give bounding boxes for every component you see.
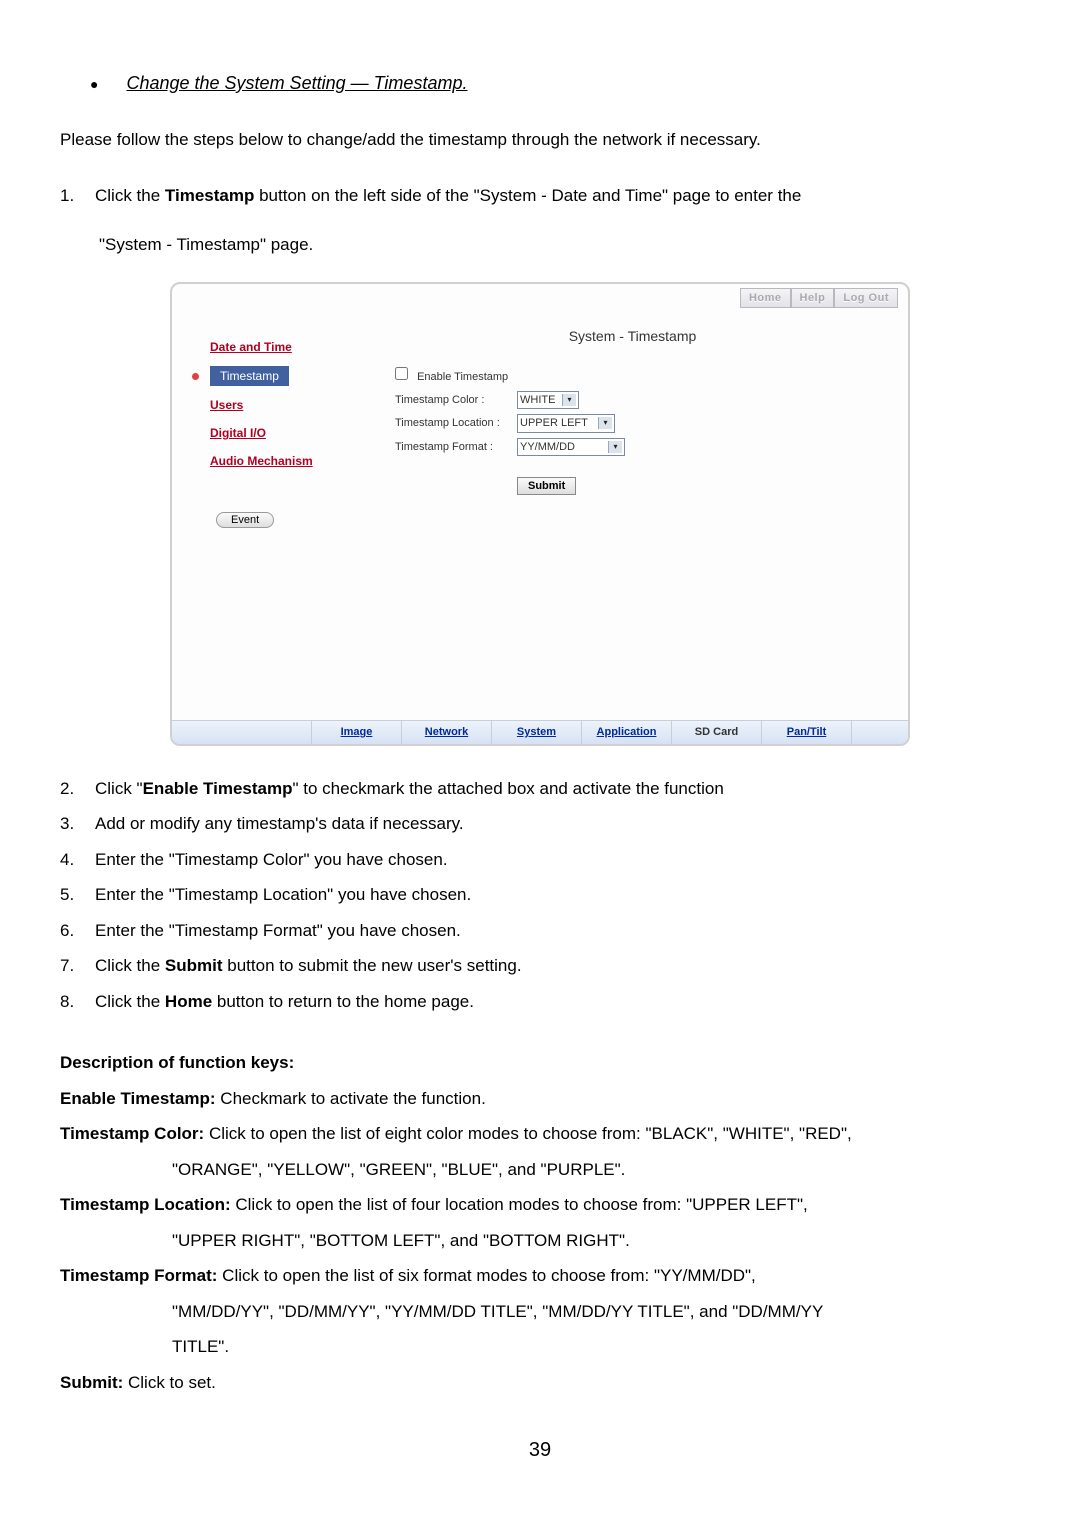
step-text: Enter the "Timestamp Color" you have cho… — [95, 847, 1020, 873]
step-text: Click the Submit button to submit the ne… — [95, 953, 1020, 979]
tab-network[interactable]: Network — [402, 721, 492, 744]
event-button[interactable]: Event — [216, 512, 274, 528]
desc-text: Checkmark to activate the function. — [216, 1089, 486, 1108]
step-text: Click the Timestamp button on the left s… — [95, 183, 1020, 209]
dropdown[interactable]: YY/MM/DD ▾ — [517, 438, 625, 457]
desc-continuation: "MM/DD/YY", "DD/MM/YY", "YY/MM/DD TITLE"… — [172, 1299, 1020, 1325]
sidebar-link-audio-mechanism[interactable]: Audio Mechanism — [210, 452, 347, 470]
desc-continuation: "ORANGE", "YELLOW", "GREEN", "BLUE", and… — [172, 1157, 1020, 1183]
topbar-log-out[interactable]: Log Out — [834, 288, 898, 309]
topbar-help[interactable]: Help — [791, 288, 835, 309]
step-item: 4.Enter the "Timestamp Color" you have c… — [60, 847, 1020, 873]
tab-sd-card: SD Card — [672, 721, 762, 744]
desc-continuation: "UPPER RIGHT", "BOTTOM LEFT", and "BOTTO… — [172, 1228, 1020, 1254]
step-number: 1. — [60, 183, 95, 209]
active-dot-icon — [192, 373, 199, 380]
chevron-down-icon: ▾ — [608, 441, 622, 453]
intro-text: Please follow the steps below to change/… — [60, 127, 1020, 153]
step-item: 5.Enter the "Timestamp Location" you hav… — [60, 882, 1020, 908]
form-row: Timestamp Format :YY/MM/DD ▾ — [377, 438, 888, 457]
steps-after: 2.Click "Enable Timestamp" to checkmark … — [60, 776, 1020, 1015]
step-item: 1.Click the Timestamp button on the left… — [60, 183, 1020, 209]
desc-row: Timestamp Format: Click to open the list… — [60, 1263, 1020, 1289]
content-heading: System - Timestamp — [377, 326, 888, 347]
desc-key: Timestamp Format: — [60, 1266, 217, 1285]
form-row: Timestamp Color :WHITE ▾ — [377, 391, 888, 410]
sidebar-active-row: Timestamp — [192, 366, 347, 386]
sidebar-link-digital-i-o[interactable]: Digital I/O — [210, 424, 347, 442]
sidebar-active[interactable]: Timestamp — [210, 366, 289, 386]
step-text: Enter the "Timestamp Format" you have ch… — [95, 918, 1020, 944]
desc-key: Timestamp Color: — [60, 1124, 204, 1143]
dropdown[interactable]: UPPER LEFT ▾ — [517, 414, 615, 433]
topbar-home[interactable]: Home — [740, 288, 791, 309]
enable-cell: Enable Timestamp — [377, 367, 517, 386]
step-number: 5. — [60, 882, 95, 908]
desc-row: Submit: Click to set. — [60, 1370, 1020, 1396]
desc-row: Timestamp Color: Click to open the list … — [60, 1121, 1020, 1147]
desc-key: Submit: — [60, 1373, 123, 1392]
step-number: 3. — [60, 811, 95, 837]
step-text: Add or modify any timestamp's data if ne… — [95, 811, 1020, 837]
desc-text: Click to open the list of four location … — [231, 1195, 808, 1214]
tab-spacer — [172, 721, 312, 744]
topbar: HomeHelpLog Out — [172, 284, 908, 311]
form-label: Timestamp Location : — [377, 415, 517, 432]
enable-label: Enable Timestamp — [417, 371, 508, 383]
desc-text: Click to open the list of eight color mo… — [204, 1124, 852, 1143]
tab-spacer — [852, 721, 908, 744]
step-number: 7. — [60, 953, 95, 979]
step-item: 7.Click the Submit button to submit the … — [60, 953, 1020, 979]
descriptions-heading: Description of function keys: — [60, 1050, 1020, 1076]
step-item: 8.Click the Home button to return to the… — [60, 989, 1020, 1015]
step-text: Enter the "Timestamp Location" you have … — [95, 882, 1020, 908]
step-text: Click "Enable Timestamp" to checkmark th… — [95, 776, 1020, 802]
dropdown-value: WHITE — [520, 392, 555, 409]
step-number: 8. — [60, 989, 95, 1015]
step-number: 4. — [60, 847, 95, 873]
form-row: Timestamp Location :UPPER LEFT ▾ — [377, 414, 888, 433]
app-main: Date and Time Timestamp Users Digital I/O… — [172, 310, 908, 720]
desc-text: Click to set. — [123, 1373, 216, 1392]
desc-continuation: TITLE". — [172, 1334, 1020, 1360]
step-text: Click the Home button to return to the h… — [95, 989, 1020, 1015]
bullet-icon: ● — [90, 74, 98, 95]
section-title: Change the System Setting — Timestamp. — [126, 70, 467, 97]
form-label: Timestamp Color : — [377, 392, 517, 409]
descriptions-list: Enable Timestamp: Checkmark to activate … — [60, 1086, 1020, 1396]
dropdown-value: UPPER LEFT — [520, 415, 588, 432]
tab-application[interactable]: Application — [582, 721, 672, 744]
page-number: 39 — [60, 1435, 1020, 1465]
app-screenshot: HomeHelpLog Out Date and Time Timestamp … — [170, 282, 910, 746]
chevron-down-icon: ▾ — [598, 417, 612, 429]
step-indent: "System - Timestamp" page. — [99, 232, 1020, 258]
step-item: 2.Click "Enable Timestamp" to checkmark … — [60, 776, 1020, 802]
dropdown-value: YY/MM/DD — [520, 439, 575, 456]
dropdown[interactable]: WHITE ▾ — [517, 391, 579, 410]
section-title-row: ● Change the System Setting — Timestamp. — [90, 70, 1020, 97]
desc-row: Timestamp Location: Click to open the li… — [60, 1192, 1020, 1218]
step-number: 6. — [60, 918, 95, 944]
desc-text: Click to open the list of six format mod… — [217, 1266, 755, 1285]
sidebar-link-date-and-time[interactable]: Date and Time — [210, 338, 347, 356]
form-label: Timestamp Format : — [377, 439, 517, 456]
step-number: 2. — [60, 776, 95, 802]
enable-checkbox[interactable] — [395, 367, 408, 380]
desc-key: Enable Timestamp: — [60, 1089, 216, 1108]
step-item: 6.Enter the "Timestamp Format" you have … — [60, 918, 1020, 944]
desc-row: Enable Timestamp: Checkmark to activate … — [60, 1086, 1020, 1112]
tab-system[interactable]: System — [492, 721, 582, 744]
steps-before: 1.Click the Timestamp button on the left… — [60, 183, 1020, 258]
tab-image[interactable]: Image — [312, 721, 402, 744]
desc-key: Timestamp Location: — [60, 1195, 231, 1214]
step-item: 3.Add or modify any timestamp's data if … — [60, 811, 1020, 837]
chevron-down-icon: ▾ — [562, 394, 576, 406]
sidebar: Date and Time Timestamp Users Digital I/O… — [172, 310, 357, 720]
bottom-tabs: ImageNetworkSystemApplicationSD CardPan/… — [172, 720, 908, 744]
submit-button[interactable]: Submit — [517, 477, 576, 495]
enable-row: Enable Timestamp — [377, 367, 888, 386]
tab-pan-tilt[interactable]: Pan/Tilt — [762, 721, 852, 744]
content-area: System - Timestamp Enable Timestamp Time… — [357, 310, 908, 720]
sidebar-link-users[interactable]: Users — [210, 396, 347, 414]
